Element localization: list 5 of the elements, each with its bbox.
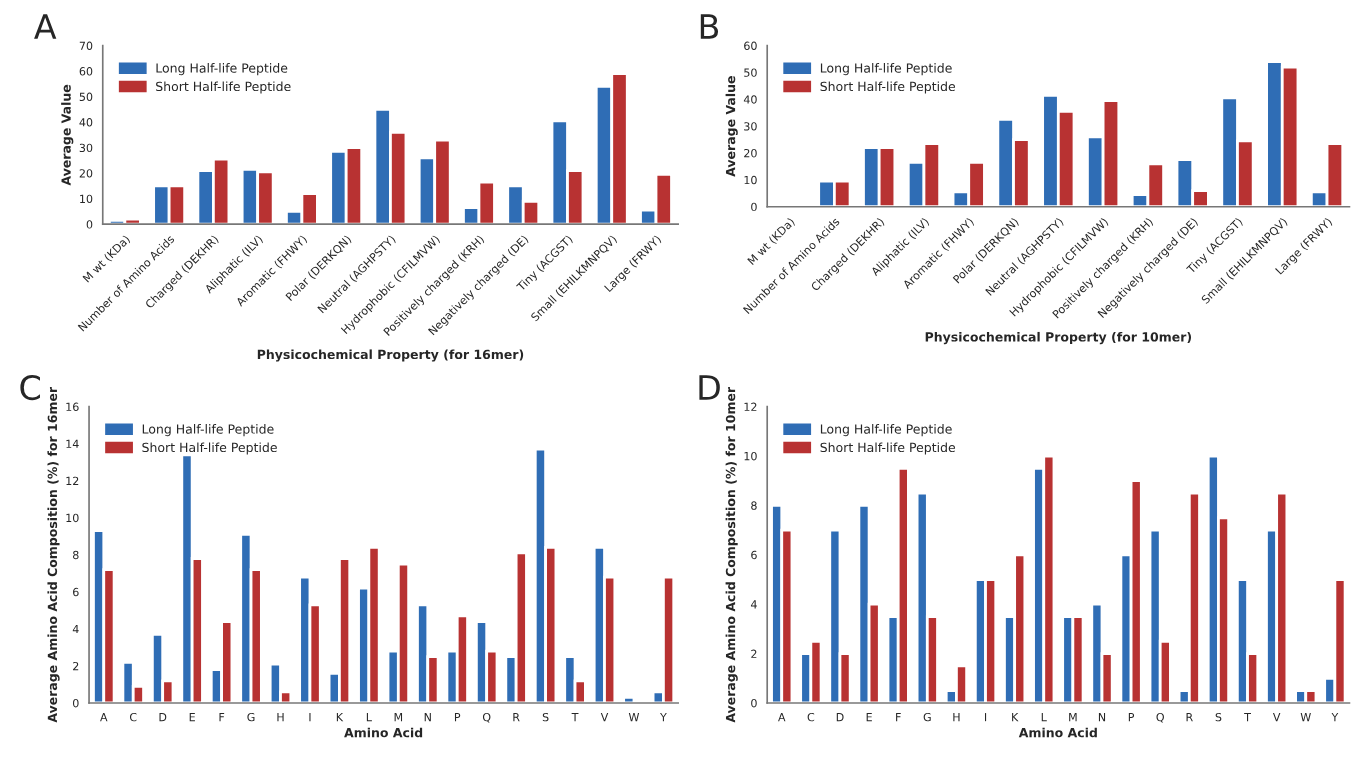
- chart-title: A: [34, 14, 57, 39]
- chart-title: D: [699, 375, 720, 400]
- bar: [622, 696, 636, 703]
- chart-title: C: [20, 374, 40, 401]
- chart-title: B: [700, 14, 719, 39]
